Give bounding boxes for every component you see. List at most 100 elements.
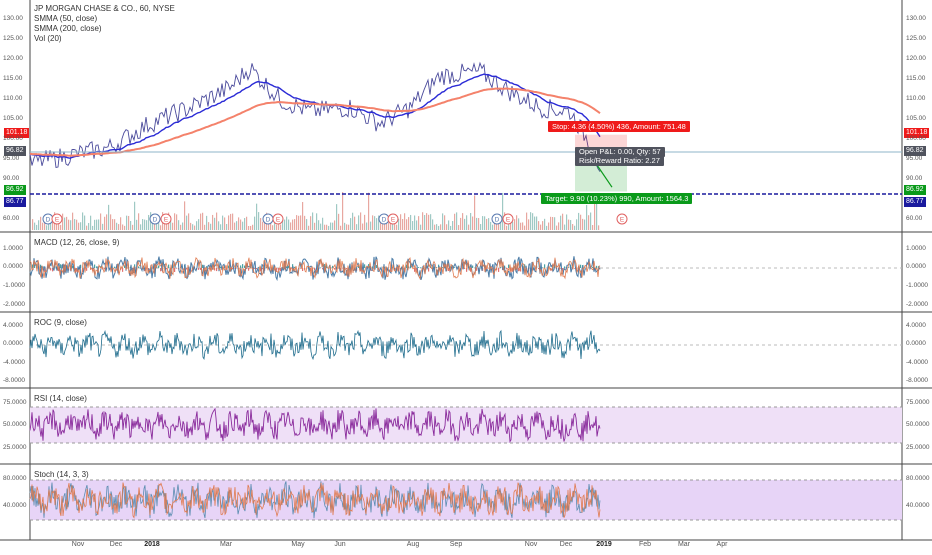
volume-bar bbox=[332, 223, 333, 230]
macd-histogram-bar bbox=[346, 268, 347, 269]
volume-bar bbox=[184, 201, 185, 230]
volume-bar bbox=[188, 213, 189, 230]
volume-bar bbox=[442, 213, 443, 230]
volume-bar bbox=[356, 224, 357, 230]
volume-bar bbox=[96, 220, 97, 230]
volume-bar bbox=[438, 226, 439, 230]
volume-bar bbox=[194, 226, 195, 230]
volume-bar bbox=[302, 202, 303, 230]
roc-title[interactable]: ROC (9, close) bbox=[34, 318, 87, 327]
roc-tick-right: 4.0000 bbox=[906, 322, 926, 329]
macd-histogram-bar bbox=[414, 268, 415, 272]
volume-bar bbox=[516, 215, 517, 230]
price-tick-right: 130.00 bbox=[906, 15, 926, 22]
event-marker-label: E bbox=[164, 217, 169, 224]
volume-bar bbox=[174, 213, 175, 230]
volume-bar bbox=[220, 224, 221, 230]
volume-bar bbox=[202, 213, 203, 230]
price-tick-right: 105.00 bbox=[906, 115, 926, 122]
volume-bar bbox=[68, 220, 69, 230]
volume-bar bbox=[76, 220, 77, 230]
macd-histogram-bar bbox=[138, 266, 139, 268]
smma50-legend[interactable]: SMMA (50, close) bbox=[34, 14, 175, 24]
rsi-band bbox=[30, 407, 902, 443]
macd-histogram-bar bbox=[574, 268, 575, 269]
roc-tick-right: 0.0000 bbox=[906, 340, 926, 347]
macd-histogram-bar bbox=[376, 265, 377, 268]
volume-bar bbox=[300, 215, 301, 230]
volume-bar bbox=[242, 222, 243, 230]
risk-reward-label[interactable]: Risk/Reward Ratio: 2.27 bbox=[575, 156, 664, 166]
volume-bar bbox=[592, 225, 593, 230]
volume-bar bbox=[110, 214, 111, 230]
volume-bar bbox=[104, 217, 105, 230]
macd-histogram-bar bbox=[114, 267, 115, 268]
volume-legend[interactable]: Vol (20) bbox=[34, 34, 175, 44]
volume-bar bbox=[368, 193, 369, 230]
volume-bar bbox=[326, 225, 327, 230]
rsi-title[interactable]: RSI (14, close) bbox=[34, 394, 87, 403]
volume-bar bbox=[308, 226, 309, 230]
volume-bar bbox=[186, 216, 187, 230]
macd-title[interactable]: MACD (12, 26, close, 9) bbox=[34, 238, 119, 247]
volume-bar bbox=[288, 219, 289, 230]
rsi-tick-left: 25.0000 bbox=[3, 444, 27, 451]
volume-bar bbox=[276, 225, 277, 230]
dashed-line-tag-right: 86.77 bbox=[904, 197, 926, 207]
time-axis-label: 2018 bbox=[144, 541, 160, 548]
volume-bar bbox=[246, 217, 247, 230]
volume-bar bbox=[130, 221, 131, 230]
volume-bar bbox=[416, 220, 417, 230]
volume-bar bbox=[588, 215, 589, 230]
volume-bar bbox=[578, 213, 579, 230]
roc-tick-left: 4.0000 bbox=[3, 322, 23, 329]
volume-bar bbox=[62, 214, 63, 230]
price-tick-left: 90.00 bbox=[3, 175, 19, 182]
volume-bar bbox=[550, 217, 551, 230]
volume-bar bbox=[66, 217, 67, 230]
dashed-line-tag-left: 86.77 bbox=[4, 197, 26, 207]
volume-bar bbox=[320, 224, 321, 230]
volume-bar bbox=[338, 214, 339, 230]
stop-label[interactable]: Stop: 4.36 (4.50%) 436, Amount: 751.48 bbox=[548, 121, 690, 132]
volume-bar bbox=[428, 215, 429, 230]
volume-bar bbox=[460, 218, 461, 230]
volume-bar bbox=[512, 222, 513, 230]
volume-bar bbox=[318, 220, 319, 230]
volume-bar bbox=[210, 224, 211, 230]
volume-bar bbox=[418, 216, 419, 230]
volume-bar bbox=[458, 225, 459, 230]
volume-bar bbox=[222, 216, 223, 230]
volume-bar bbox=[200, 214, 201, 230]
volume-bar bbox=[112, 219, 113, 230]
stoch-tick-right: 80.0000 bbox=[906, 475, 930, 482]
macd-histogram-bar bbox=[508, 265, 509, 268]
volume-bar bbox=[348, 225, 349, 230]
volume-bar bbox=[100, 213, 101, 230]
macd-tick-right: -1.0000 bbox=[906, 282, 928, 289]
volume-bar bbox=[534, 217, 535, 230]
macd-histogram-bar bbox=[580, 265, 581, 268]
symbol-title[interactable]: JP MORGAN CHASE & CO., 60, NYSE bbox=[34, 4, 175, 14]
volume-bar bbox=[42, 223, 43, 230]
smma200-legend[interactable]: SMMA (200, close) bbox=[34, 24, 175, 34]
volume-bar bbox=[464, 219, 465, 230]
volume-bar bbox=[582, 219, 583, 230]
target-label[interactable]: Target: 9.90 (10.23%) 990, Amount: 1564.… bbox=[541, 193, 692, 204]
stoch-title[interactable]: Stoch (14, 3, 3) bbox=[34, 470, 89, 479]
volume-bar bbox=[98, 219, 99, 230]
volume-bar bbox=[584, 220, 585, 230]
volume-bar bbox=[250, 226, 251, 230]
stoch-tick-left: 80.0000 bbox=[3, 475, 27, 482]
volume-bar bbox=[448, 220, 449, 230]
rsi-tick-right: 50.0000 bbox=[906, 421, 930, 428]
volume-bar bbox=[90, 216, 91, 230]
volume-bar bbox=[366, 223, 367, 230]
price-tick-right: 120.00 bbox=[906, 55, 926, 62]
volume-bar bbox=[124, 226, 125, 230]
volume-bar bbox=[546, 226, 547, 230]
stoch-band bbox=[30, 480, 902, 520]
volume-bar bbox=[144, 220, 145, 230]
macd-histogram-bar bbox=[158, 266, 159, 268]
